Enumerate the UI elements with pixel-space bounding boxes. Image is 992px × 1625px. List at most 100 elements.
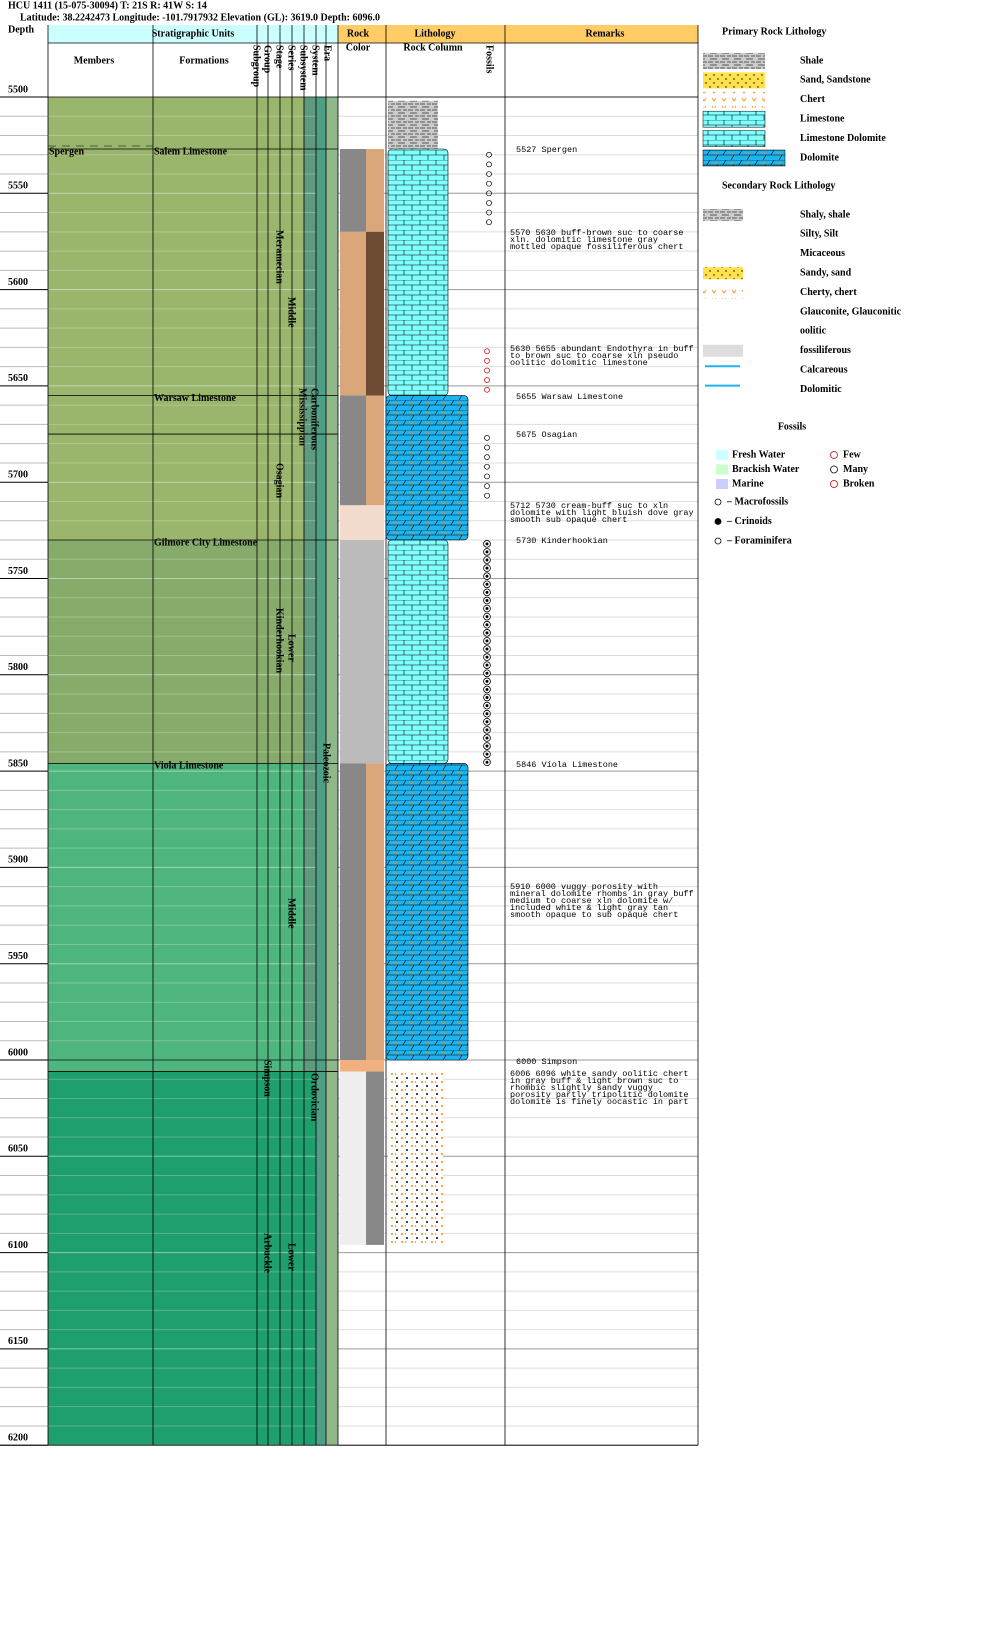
depth-label: 5550	[8, 181, 28, 192]
crinoid	[485, 760, 489, 764]
legend-swatch	[703, 325, 743, 338]
column-header: Remarks	[586, 28, 625, 39]
column-header: Subsystem	[298, 45, 309, 91]
remark: 5910 6000 vuggy porosity with mineral do…	[510, 882, 694, 920]
remark: 5675 Osagian	[516, 430, 578, 440]
column-header: Depth	[8, 24, 35, 35]
legend-label: Marine	[732, 478, 764, 489]
fossil-symbol	[484, 463, 490, 470]
formation-label: Warsaw Limestone	[154, 393, 237, 404]
legend-swatch	[716, 450, 728, 460]
legend-swatch	[702, 110, 766, 128]
legend-label: fossiliferous	[800, 345, 851, 356]
crinoid	[485, 704, 489, 708]
strat-zone	[48, 1071, 316, 1446]
legend-label: Sandy, sand	[800, 267, 852, 278]
legend-swatch	[703, 306, 743, 318]
fossil-symbol	[484, 367, 490, 374]
legend-label: Brackish Water	[732, 464, 800, 475]
rock-color	[366, 539, 384, 764]
legend-swatch	[716, 464, 728, 475]
crinoid	[485, 598, 489, 602]
fossil-symbol	[486, 200, 492, 206]
depth-label: 5950	[8, 951, 28, 962]
column-header: Group	[262, 45, 273, 74]
legend-swatch	[703, 228, 743, 241]
legend-swatch	[702, 130, 766, 147]
remark: 6006 6096 white sandy oolitic chert in g…	[510, 1069, 689, 1107]
legend-label: Few	[843, 449, 862, 460]
unit-label: Meramecian	[274, 230, 285, 284]
crinoid	[485, 574, 489, 578]
depth-label: 6200	[8, 1432, 28, 1443]
legend-label: Fresh Water	[732, 449, 786, 460]
unit-label: Osagian	[274, 463, 285, 498]
unit-label: Middle	[286, 898, 297, 929]
crinoid	[485, 623, 489, 627]
legend-label: Micaceous	[800, 248, 845, 259]
legend-title: Secondary Rock Lithology	[722, 180, 835, 191]
crinoid	[485, 752, 489, 756]
legend-label: Silty, Silt	[800, 229, 839, 240]
column-header: Formations	[179, 55, 229, 66]
crinoid	[485, 687, 489, 691]
crinoid	[485, 728, 489, 732]
crinoid	[485, 582, 489, 586]
crinoid	[485, 558, 489, 562]
rock-color	[366, 1060, 384, 1072]
remark: 5527 Spergen	[516, 145, 578, 155]
rock-color	[366, 763, 384, 1060]
crinoid	[485, 720, 489, 724]
system-band	[316, 97, 326, 1446]
column-header: Color	[346, 42, 371, 53]
crinoid	[485, 744, 489, 748]
lithology-chert	[388, 1071, 443, 1245]
rock-color	[340, 539, 366, 764]
legend-swatch	[716, 479, 728, 489]
column-header: Rock Column	[403, 42, 463, 53]
depth-label: 5650	[8, 373, 28, 384]
legend-label: Calcareous	[800, 364, 848, 375]
legend-label: Cherty, chert	[800, 287, 857, 298]
legend-swatch	[703, 286, 743, 299]
depth-label: 6100	[8, 1240, 28, 1251]
crinoid	[485, 736, 489, 740]
depth-label: 5900	[8, 855, 28, 866]
fossil-symbol	[486, 209, 492, 216]
column-header: Era	[322, 45, 333, 61]
legend-label: Glauconite, Glauconitic	[800, 306, 902, 317]
crinoid	[485, 566, 489, 570]
lithology-limestone	[387, 148, 449, 396]
crinoid	[485, 550, 489, 554]
rock-color	[340, 149, 366, 232]
member-label: Spergen	[49, 146, 84, 157]
fossil-symbol	[484, 454, 490, 461]
legend-title: Primary Rock Lithology	[722, 26, 826, 37]
legend-symbol	[830, 480, 838, 488]
depth-label: 5500	[8, 84, 28, 95]
fossil-symbol	[484, 444, 490, 451]
column-header: System	[310, 45, 321, 76]
column-header: Fossils	[484, 45, 495, 73]
legend-label: Sand, Sandstone	[800, 75, 871, 86]
depth-label: 5600	[8, 277, 28, 288]
formation-label: Gilmore City Limestone	[154, 537, 258, 548]
unit-label: Middle	[286, 297, 297, 328]
legend-symbol	[830, 465, 838, 474]
legend-label: – Foraminifera	[726, 535, 792, 546]
legend-label: Shale	[800, 55, 824, 66]
legend-label: Broken	[843, 478, 875, 489]
system-band	[304, 97, 316, 1072]
crinoid	[485, 712, 489, 716]
legend-swatch	[703, 53, 765, 69]
rock-color	[340, 1071, 366, 1245]
fossil-symbol	[486, 219, 492, 226]
litho-header-bg	[338, 25, 698, 43]
legend-swatch	[703, 72, 765, 89]
strat-header-bg	[48, 25, 338, 43]
fossil-symbol	[484, 348, 490, 355]
rock-color	[340, 763, 366, 1060]
formation-label: Salem Limestone	[154, 146, 228, 157]
fossil-symbol	[484, 358, 490, 364]
unit-label: Mississippian	[297, 388, 308, 446]
